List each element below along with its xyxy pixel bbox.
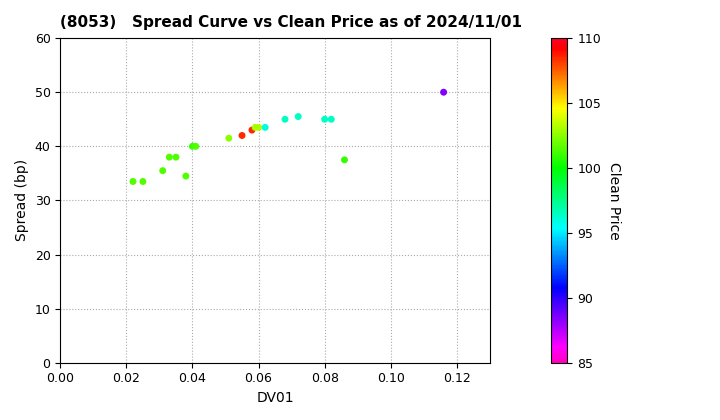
Point [223,135,235,142]
Point [279,116,291,123]
Text: (8053)   Spread Curve vs Clean Price as of 2024/11/01: (8053) Spread Curve vs Clean Price as of… [60,15,522,30]
Point [180,173,192,179]
Point [236,132,248,139]
Point [157,167,168,174]
Point [127,178,139,185]
Point [190,143,202,150]
X-axis label: DV01: DV01 [256,391,294,405]
Point [170,154,181,160]
Point [259,124,271,131]
Point [186,143,198,150]
Point [292,113,304,120]
Point [250,124,261,131]
Point [137,178,148,185]
Point [325,116,337,123]
Y-axis label: Clean Price: Clean Price [606,162,621,239]
Point [319,116,330,123]
Point [246,127,258,134]
Y-axis label: Spread (bp): Spread (bp) [15,159,29,242]
Point [253,124,264,131]
Point [338,157,350,163]
Point [163,154,175,160]
Point [438,89,449,96]
